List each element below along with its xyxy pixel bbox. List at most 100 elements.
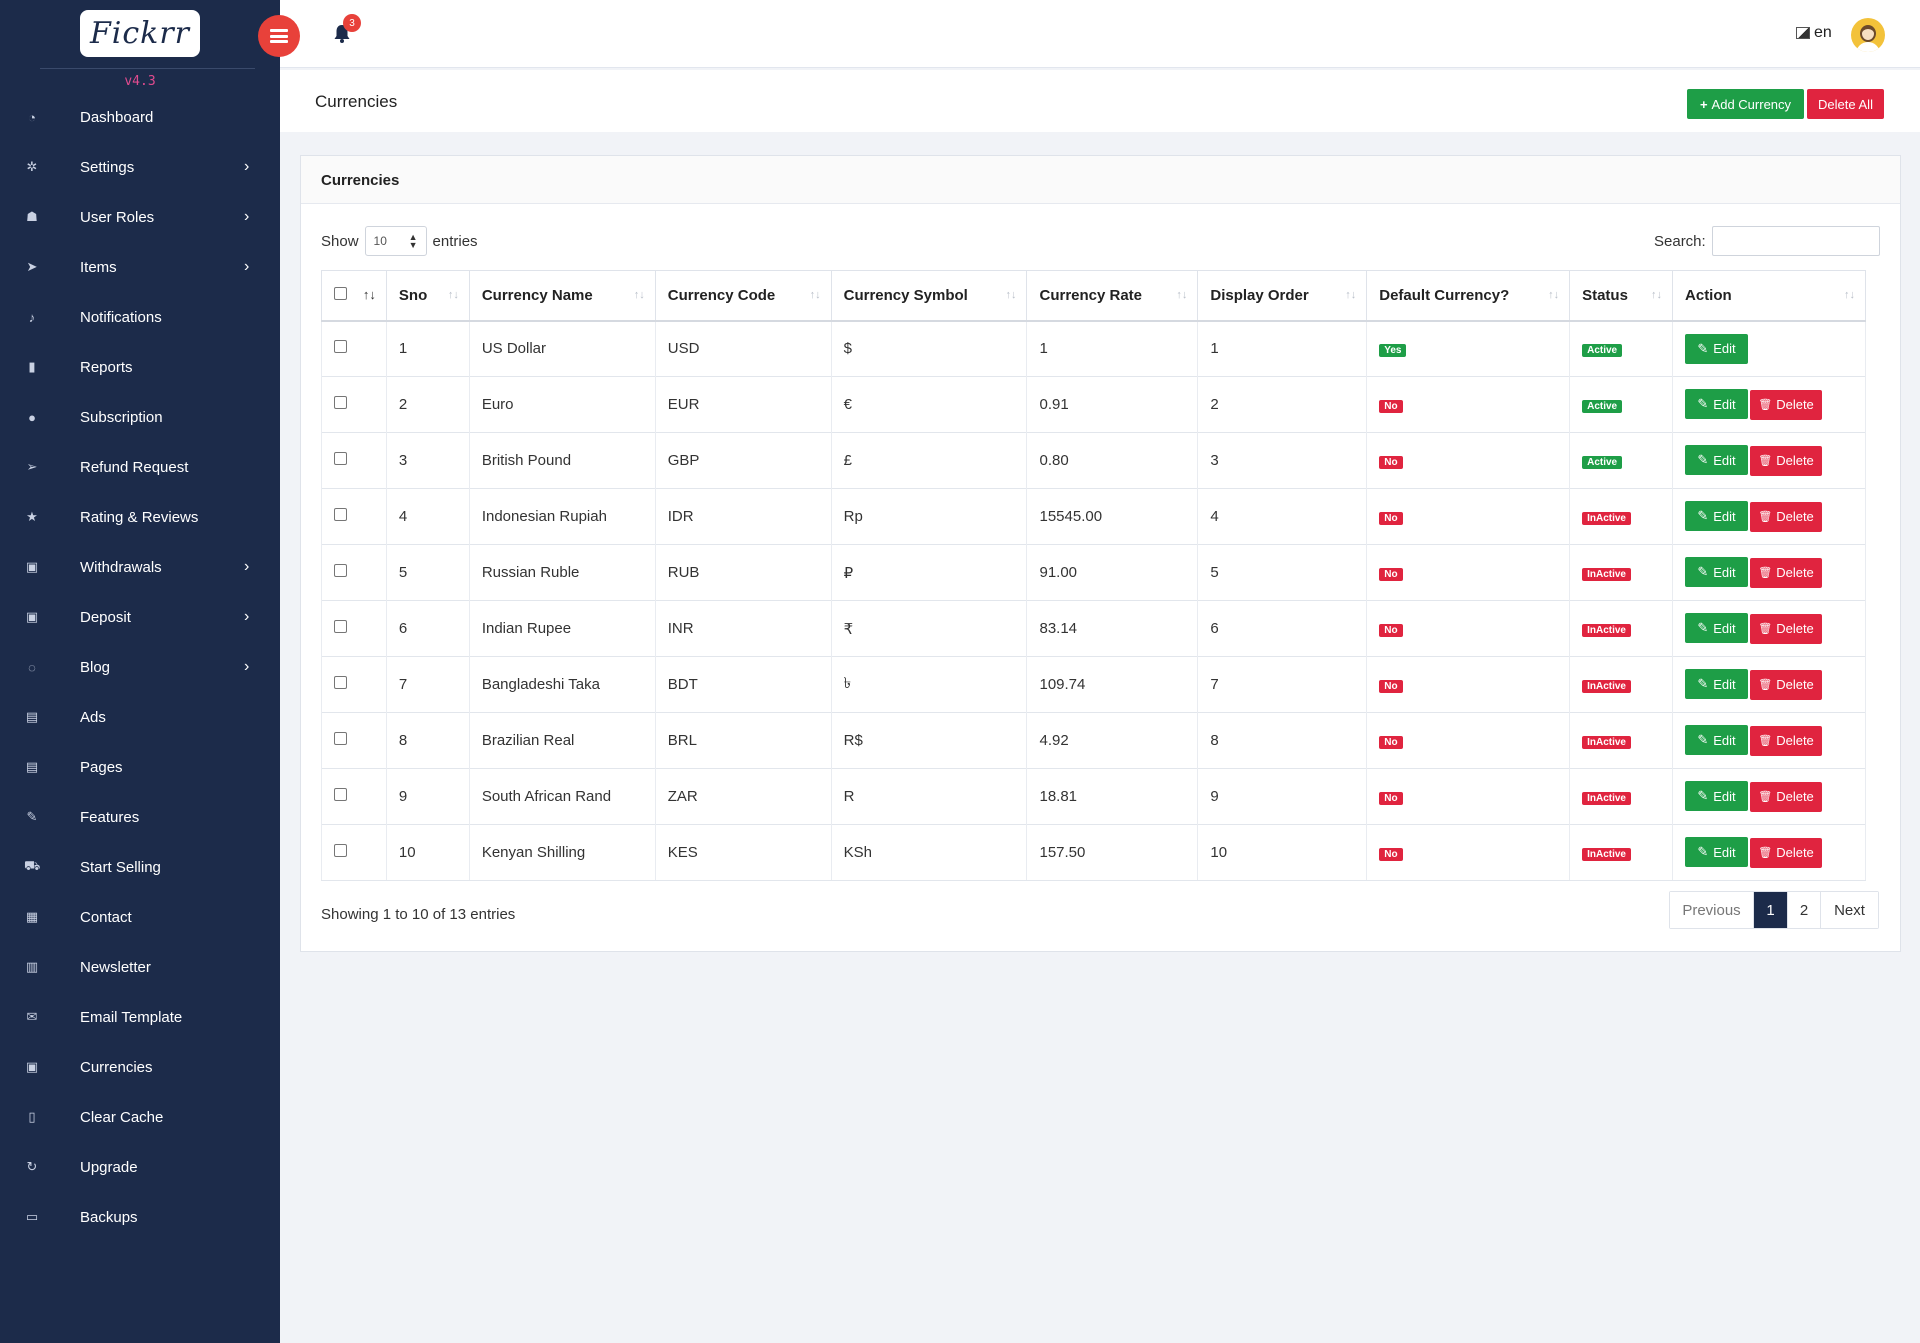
delete-button[interactable]: 🗑 Delete <box>1750 389 1823 420</box>
comments-icon: ◌ <box>28 659 36 675</box>
sidebar-item-reports[interactable]: ▮ Reports <box>0 342 280 392</box>
edit-button[interactable]: ✎ Edit <box>1685 781 1749 812</box>
edit-label: Edit <box>1713 564 1736 580</box>
sidebar-item-upgrade[interactable]: ↻ Upgrade <box>0 1142 280 1192</box>
page-length-select[interactable]: 10 ▲ ▼ <box>364 226 427 256</box>
column-header-currency-symbol[interactable]: Currency Symbol ↑↓ <box>830 270 1028 322</box>
sidebar-item-notifications[interactable]: ♪ Notifications <box>0 292 280 342</box>
hdd-icon: ▭ <box>25 1209 39 1224</box>
row-checkbox[interactable] <box>334 508 347 521</box>
sno-cell: 9 <box>385 768 470 825</box>
row-checkbox[interactable] <box>334 452 347 465</box>
row-checkbox[interactable] <box>334 396 347 409</box>
column-header-action[interactable]: Action ↑↓ <box>1672 270 1866 322</box>
sidebar-item-email-template[interactable]: ✉ Email Template <box>0 992 280 1042</box>
sidebar-item-label: User Roles <box>80 208 155 226</box>
delete-label: Delete <box>1776 565 1814 581</box>
delete-button[interactable]: 🗑 Delete <box>1750 725 1823 756</box>
search-input[interactable] <box>1711 226 1880 256</box>
sidebar-item-clear-cache[interactable]: ▯ Clear Cache <box>0 1092 280 1142</box>
sidebar-item-subscription[interactable]: ● Subscription <box>0 392 280 442</box>
pagination-page-1[interactable]: 1 <box>1754 892 1788 928</box>
action-cell: ✎ Edit 🗑 Delete <box>1672 768 1866 825</box>
row-checkbox[interactable] <box>334 564 347 577</box>
column-header-sno[interactable]: Sno ↑↓ <box>385 270 470 322</box>
row-checkbox[interactable] <box>334 844 347 857</box>
default-currency-cell: No <box>1366 544 1571 601</box>
language-label: en <box>1814 24 1832 41</box>
sidebar-item-label: Start Selling <box>80 858 161 876</box>
currency-code-cell: KES <box>654 824 832 881</box>
sidebar-item-deposit[interactable]: ▣ Deposit › <box>0 592 280 642</box>
row-select-cell <box>321 824 387 881</box>
edit-button[interactable]: ✎ Edit <box>1685 445 1749 476</box>
edit-button[interactable]: ✎ Edit <box>1685 837 1749 868</box>
column-header-currency-code[interactable]: Currency Code ↑↓ <box>654 270 832 322</box>
avatar[interactable] <box>1851 18 1885 52</box>
currency-symbol-cell: ৳ <box>830 656 1028 713</box>
chevron-right-icon: › <box>244 158 250 175</box>
delete-button[interactable]: 🗑 Delete <box>1750 557 1823 588</box>
logo[interactable]: Fickrr <box>80 10 200 57</box>
edit-button[interactable]: ✎ Edit <box>1685 613 1749 644</box>
pagination-next[interactable]: Next <box>1821 892 1878 928</box>
sidebar-item-items[interactable]: ➤ Items › <box>0 242 280 292</box>
sidebar-item-refund-request[interactable]: ➢ Refund Request <box>0 442 280 492</box>
row-checkbox[interactable] <box>334 732 347 745</box>
column-header-status[interactable]: Status ↑↓ <box>1569 270 1674 322</box>
edit-button[interactable]: ✎ Edit <box>1685 557 1749 588</box>
delete-button[interactable]: 🗑 Delete <box>1750 445 1823 476</box>
sidebar-item-ads[interactable]: ▤ Ads <box>0 692 280 742</box>
sidebar-item-start-selling[interactable]: ⛟ Start Selling <box>0 842 280 892</box>
sort-icon[interactable]: ↑↓ <box>362 287 376 302</box>
currency-rate-cell: 109.74 <box>1026 656 1199 713</box>
delete-button[interactable]: 🗑 Delete <box>1750 669 1823 700</box>
sidebar-item-pages[interactable]: ▤ Pages <box>0 742 280 792</box>
sidebar-item-newsletter[interactable]: ▥ Newsletter <box>0 942 280 992</box>
table-row: 7 Bangladeshi Taka BDT ৳ 109.74 7 No InActive ✎ E… <box>321 656 1866 713</box>
currency-rate-cell: 91.00 <box>1026 544 1199 601</box>
delete-all-button[interactable]: Delete All <box>1807 89 1884 119</box>
pagination-page-2[interactable]: 2 <box>1788 892 1821 928</box>
sidebar-item-currencies[interactable]: ▣ Currencies <box>0 1042 280 1092</box>
sidebar-item-settings[interactable]: ✲ Settings › <box>0 142 280 192</box>
sidebar-item-dashboard[interactable]: ◔ Dashboard <box>0 92 280 142</box>
delete-button[interactable]: 🗑 Delete <box>1750 501 1823 532</box>
status-badge: InActive <box>1582 792 1631 805</box>
edit-button[interactable]: ✎ Edit <box>1685 333 1749 364</box>
delete-button[interactable]: 🗑 Delete <box>1750 837 1823 868</box>
pagination-previous[interactable]: Previous <box>1670 892 1754 928</box>
status-badge: Active <box>1582 400 1623 413</box>
sidebar-item-features[interactable]: ✎ Features <box>0 792 280 842</box>
add-currency-button[interactable]: + Add Currency <box>1687 89 1804 119</box>
row-checkbox[interactable] <box>334 676 347 689</box>
column-header-default-currency[interactable]: Default Currency? ↑↓ <box>1366 270 1571 322</box>
column-header-display-order[interactable]: Display Order ↑↓ <box>1197 270 1368 322</box>
sidebar-item-backups[interactable]: ▭ Backups <box>0 1192 280 1242</box>
edit-button[interactable]: ✎ Edit <box>1685 669 1749 700</box>
sidebar-item-contact[interactable]: ▦ Contact <box>0 892 280 942</box>
edit-button[interactable]: ✎ Edit <box>1685 725 1749 756</box>
sidebar-item-blog[interactable]: ◌ Blog › <box>0 642 280 692</box>
delete-button[interactable]: 🗑 Delete <box>1750 781 1823 812</box>
edit-button[interactable]: ✎ Edit <box>1685 501 1749 532</box>
menu-toggle-button[interactable] <box>258 15 300 57</box>
row-checkbox[interactable] <box>334 340 347 354</box>
row-checkbox[interactable] <box>334 620 347 633</box>
cart-icon: ⛟ <box>24 858 41 873</box>
sidebar-item-user-roles[interactable]: ☗ User Roles › <box>0 192 280 242</box>
column-header-label: Action <box>1685 286 1732 304</box>
edit-icon: ✎ <box>1697 452 1709 468</box>
currency-rate-cell: 0.91 <box>1026 376 1199 433</box>
column-header-currency-rate[interactable]: Currency Rate ↑↓ <box>1026 270 1199 322</box>
page-header: Currencies + Add Currency Delete All <box>280 70 1920 132</box>
column-header-currency-name[interactable]: Currency Name ↑↓ <box>468 270 656 322</box>
row-checkbox[interactable] <box>334 788 347 801</box>
language-selector[interactable]: en <box>1796 24 1832 42</box>
select-all-checkbox[interactable] <box>334 286 347 300</box>
sidebar-item-rating-reviews[interactable]: ★ Rating & Reviews <box>0 492 280 542</box>
sidebar-item-withdrawals[interactable]: ▣ Withdrawals › <box>0 542 280 592</box>
edit-button[interactable]: ✎ Edit <box>1685 389 1749 420</box>
delete-button[interactable]: 🗑 Delete <box>1750 613 1823 644</box>
sidebar-item-label: Currencies <box>80 1058 153 1076</box>
